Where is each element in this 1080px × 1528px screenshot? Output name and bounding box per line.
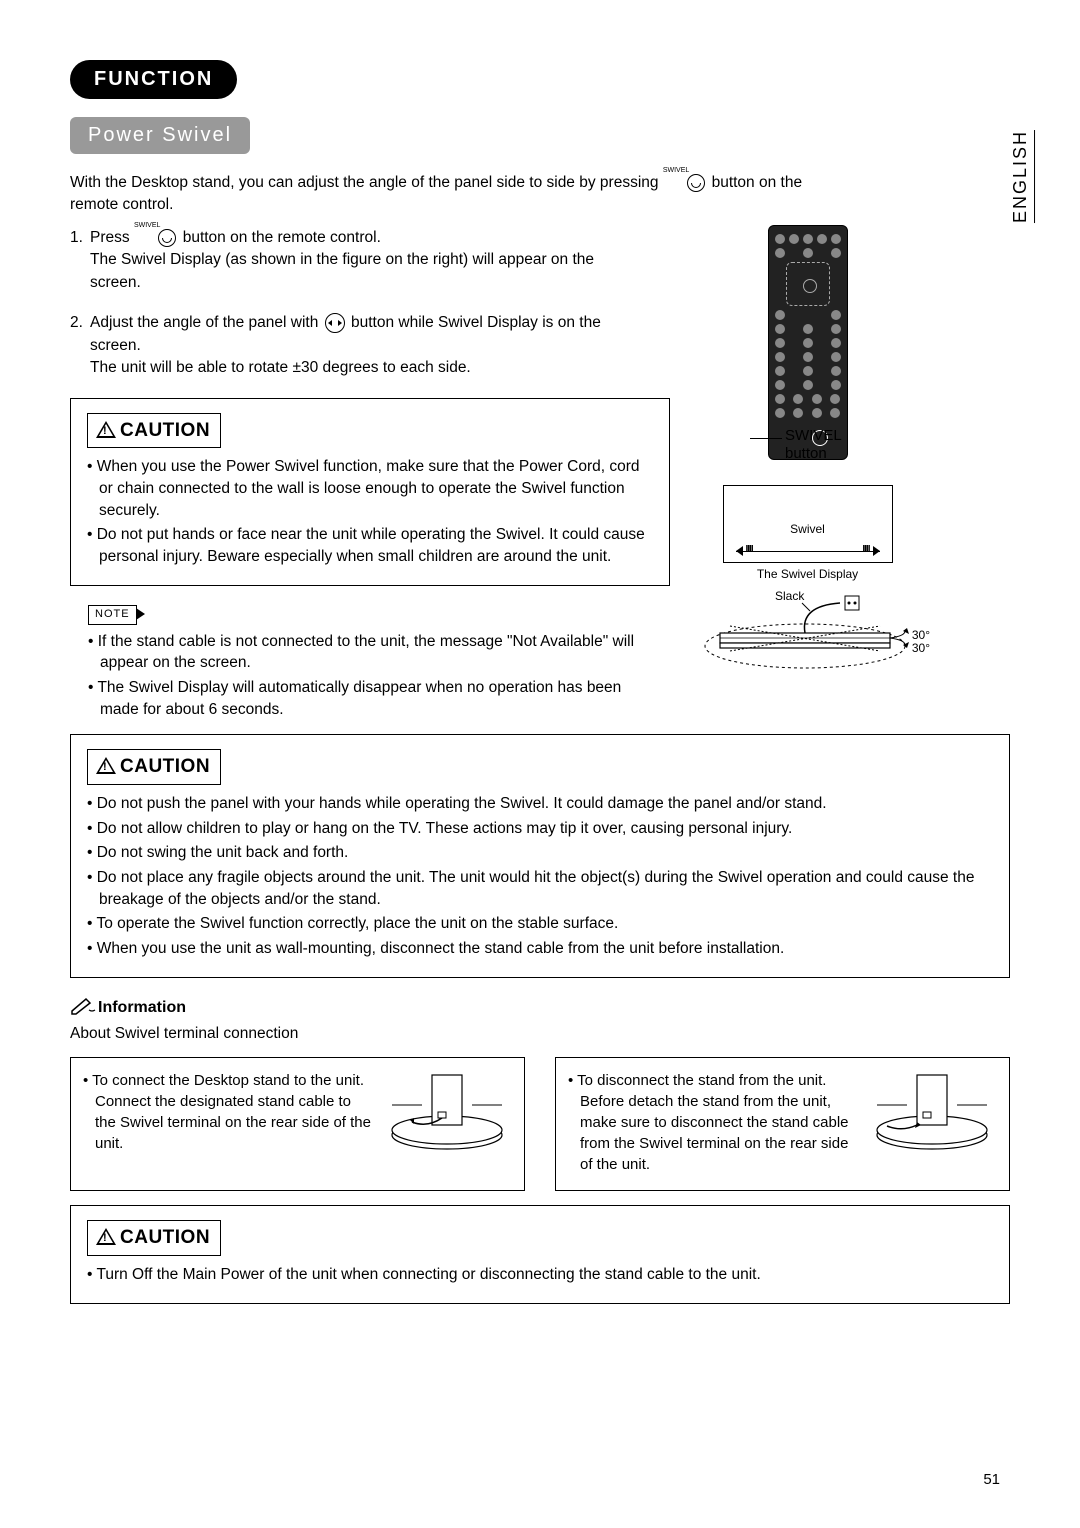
warning-icon: ! xyxy=(96,1228,116,1245)
info-disconnect-text: To disconnect the stand from the unit. B… xyxy=(568,1070,857,1175)
remote-figure xyxy=(768,225,848,460)
language-tab: ENGLISH xyxy=(1010,130,1035,223)
caution-box-2: !CAUTION Do not push the panel with your… xyxy=(70,734,1010,977)
caution-item: Do not swing the unit back and forth. xyxy=(87,842,993,864)
caution-item: Do not place any fragile objects around … xyxy=(87,867,993,910)
swivel-rotation-figure: Slack 30°30° xyxy=(690,591,920,686)
swivel-icon-label: SWIVEL xyxy=(663,166,689,176)
note-item: If the stand cable is not connected to t… xyxy=(88,631,658,674)
info-disconnect-box: To disconnect the stand from the unit. B… xyxy=(555,1057,1010,1191)
section-subtitle: Power Swivel xyxy=(70,117,250,154)
information-subtitle: About Swivel terminal connection xyxy=(70,1023,1010,1045)
left-right-icon xyxy=(325,313,345,333)
step-1: 1. Press SWIVEL button on the remote con… xyxy=(70,227,640,294)
caution-item: Do not push the panel with your hands wh… xyxy=(87,793,993,815)
caution-item: Turn Off the Main Power of the unit when… xyxy=(87,1264,993,1286)
swivel-button-icon xyxy=(687,174,705,192)
caution-title: !CAUTION xyxy=(87,413,221,449)
caution-item: Do not put hands or face near the unit w… xyxy=(87,524,653,567)
swivel-button-callout: SWIVEL button xyxy=(785,427,842,463)
caution-item: Do not allow children to play or hang on… xyxy=(87,818,993,840)
intro-text: With the Desktop stand, you can adjust t… xyxy=(70,172,820,217)
caution-item: When you use the unit as wall-mounting, … xyxy=(87,938,993,960)
swivel-icon-label: SWIVEL xyxy=(134,221,160,231)
info-connect-box: To connect the Desktop stand to the unit… xyxy=(70,1057,525,1191)
caution-item: To operate the Swivel function correctly… xyxy=(87,913,993,935)
information-heading: Information xyxy=(70,996,1010,1019)
note-block: NOTE If the stand cable is not connected… xyxy=(88,602,658,721)
stand-connect-figure xyxy=(382,1070,512,1155)
swivel-display-caption: The Swivel Display xyxy=(690,567,925,581)
warning-icon: ! xyxy=(96,421,116,438)
caution-title: !CAUTION xyxy=(87,749,221,785)
note-item: The Swivel Display will automatically di… xyxy=(88,677,658,720)
rotation-degrees: 30°30° xyxy=(912,629,930,655)
swivel-button-icon xyxy=(158,229,176,247)
caution-box-3: !CAUTION Turn Off the Main Power of the … xyxy=(70,1205,1010,1303)
note-tag: NOTE xyxy=(88,605,137,625)
swivel-display-figure: Swivel IIII IIII xyxy=(723,485,893,563)
caution-title: !CAUTION xyxy=(87,1220,221,1256)
function-header: FUNCTION xyxy=(70,60,237,99)
page-number: 51 xyxy=(983,1471,1000,1488)
pen-icon xyxy=(70,997,96,1015)
caution-box-1: !CAUTION When you use the Power Swivel f… xyxy=(70,398,670,586)
stand-disconnect-figure xyxy=(867,1070,997,1155)
caution-item: When you use the Power Swivel function, … xyxy=(87,456,653,521)
warning-icon: ! xyxy=(96,757,116,774)
step-2: 2. Adjust the angle of the panel with bu… xyxy=(70,312,640,379)
info-connect-text: To connect the Desktop stand to the unit… xyxy=(83,1070,372,1154)
